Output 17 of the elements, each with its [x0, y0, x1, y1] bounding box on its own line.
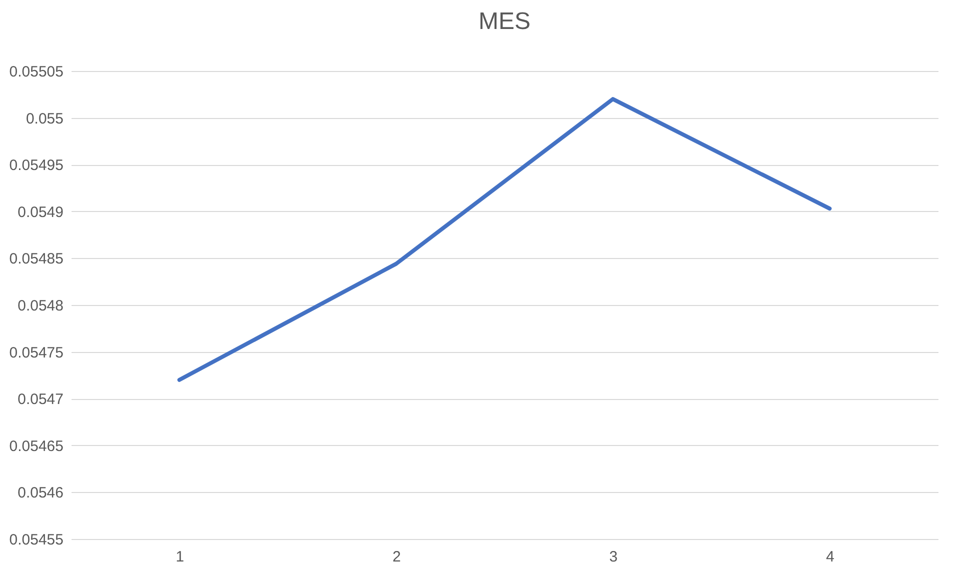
- x-tick-label: 2: [392, 548, 401, 566]
- y-tick-label: 0.05455: [9, 532, 64, 548]
- line-series: [177, 97, 832, 382]
- y-tick-label: 0.05505: [9, 64, 64, 80]
- y-tick-label: 0.0548: [18, 298, 64, 314]
- y-tick-label: 0.05495: [9, 157, 64, 174]
- x-tick-label: 1: [176, 548, 184, 566]
- x-tick-label: 3: [609, 548, 618, 566]
- chart-title: MES: [478, 8, 531, 35]
- y-tick-label: 0.055: [26, 110, 64, 128]
- y-tick-label: 0.05475: [9, 344, 64, 362]
- y-tick-label: 0.0547: [18, 391, 64, 408]
- y-tick-label: 0.0546: [18, 484, 64, 502]
- y-tick-label: 0.0549: [18, 204, 64, 221]
- x-tick-label: 4: [826, 548, 834, 566]
- y-tick-label: 0.05485: [9, 250, 64, 268]
- y-tick-label: 0.05465: [9, 438, 64, 455]
